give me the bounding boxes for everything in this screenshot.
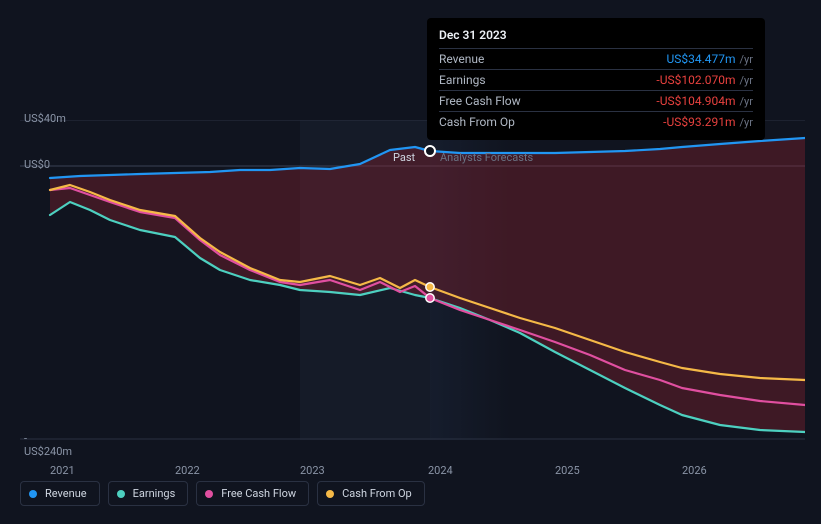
legend-label: Revenue xyxy=(45,487,87,500)
tooltip-row-label: Earnings xyxy=(439,73,486,87)
tooltip-row-value: US$34.477m xyxy=(666,52,735,66)
y-axis-label: -US$240m xyxy=(24,432,72,458)
forecast-label: Analysts Forecasts xyxy=(440,151,533,164)
legend-dot-icon xyxy=(29,490,37,498)
tooltip-row-unit: /yr xyxy=(740,95,753,108)
legend-dot-icon xyxy=(326,490,334,498)
tooltip-row-unit: /yr xyxy=(740,74,753,87)
chart-plot-area[interactable] xyxy=(20,120,805,440)
x-axis-label: 2023 xyxy=(300,464,325,477)
x-axis-label: 2026 xyxy=(682,464,707,477)
tooltip-row-value: -US$102.070m xyxy=(656,73,735,87)
y-axis-label: US$40m xyxy=(24,112,66,125)
tooltip-row-label: Revenue xyxy=(439,52,484,66)
tooltip-row: Free Cash Flow -US$104.904m /yr xyxy=(439,90,753,111)
legend-dot-icon xyxy=(117,490,125,498)
tooltip-row-unit: /yr xyxy=(740,53,753,66)
tooltip-row: Cash From Op -US$93.291m /yr xyxy=(439,111,753,132)
legend-item-earnings[interactable]: Earnings xyxy=(108,481,189,506)
chart-tooltip: Dec 31 2023 Revenue US$34.477m /yr Earni… xyxy=(427,18,765,140)
tooltip-row-unit: /yr xyxy=(740,116,753,129)
chart-svg xyxy=(20,120,805,440)
tooltip-row: Revenue US$34.477m /yr xyxy=(439,48,753,69)
chart-legend: Revenue Earnings Free Cash Flow Cash Fro… xyxy=(20,481,425,506)
tooltip-row-label: Free Cash Flow xyxy=(439,94,521,108)
legend-item-revenue[interactable]: Revenue xyxy=(20,481,100,506)
legend-item-cfo[interactable]: Cash From Op xyxy=(317,481,425,506)
legend-label: Free Cash Flow xyxy=(221,487,296,500)
legend-label: Earnings xyxy=(133,487,176,500)
x-axis-label: 2024 xyxy=(428,464,453,477)
tooltip-row-label: Cash From Op xyxy=(439,115,515,129)
x-axis-label: 2025 xyxy=(555,464,580,477)
tooltip-row-value: -US$104.904m xyxy=(656,94,735,108)
tooltip-row-value: -US$93.291m xyxy=(663,115,735,129)
legend-dot-icon xyxy=(205,490,213,498)
past-label: Past xyxy=(393,151,415,164)
tooltip-row: Earnings -US$102.070m /yr xyxy=(439,69,753,90)
y-axis-label: US$0 xyxy=(24,158,50,171)
x-axis-label: 2021 xyxy=(50,464,75,477)
x-axis-label: 2022 xyxy=(175,464,200,477)
legend-item-fcf[interactable]: Free Cash Flow xyxy=(196,481,309,506)
legend-label: Cash From Op xyxy=(342,487,412,500)
tooltip-date: Dec 31 2023 xyxy=(439,26,753,48)
